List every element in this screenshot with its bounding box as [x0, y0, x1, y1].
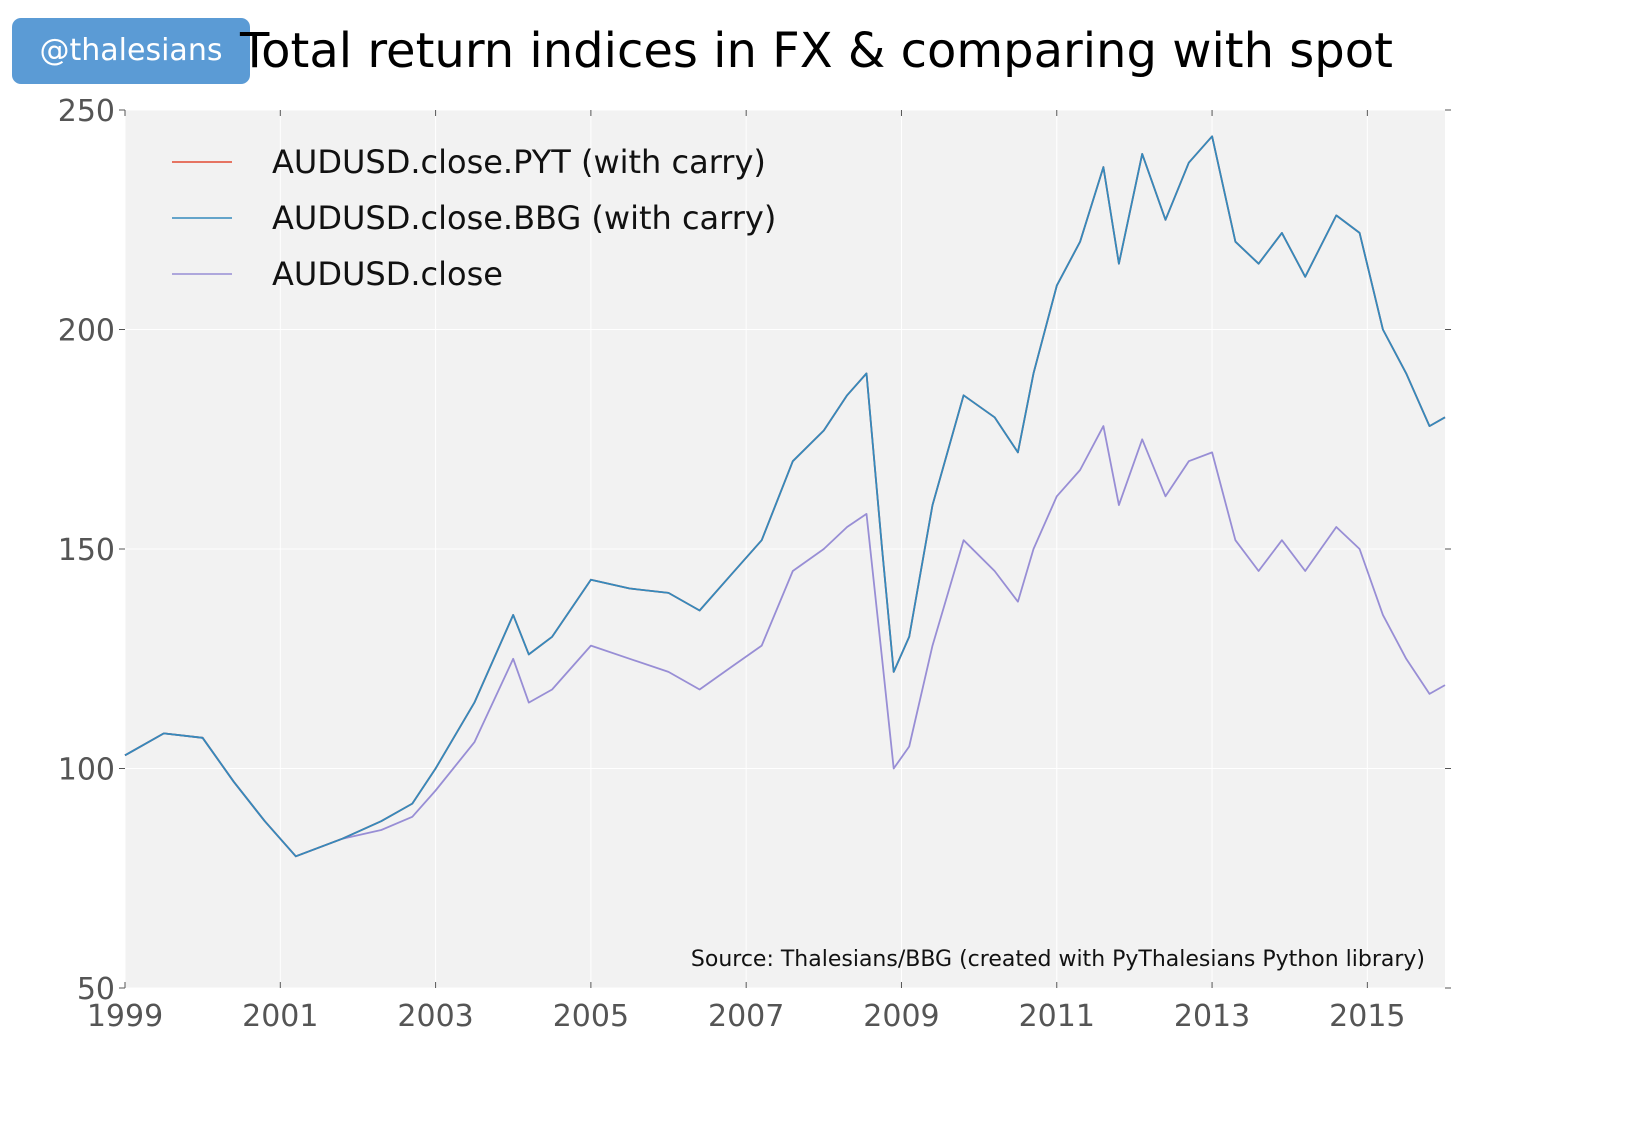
series-line-1	[124, 135, 1446, 858]
x-tick-label: 2005	[553, 999, 629, 1034]
x-tick-label: 2011	[1019, 999, 1095, 1034]
source-annotation: Source: Thalesians/BBG (created with PyT…	[691, 947, 1425, 972]
y-tick-label: 200	[58, 314, 115, 349]
x-tick-label: 2001	[242, 999, 318, 1034]
thalesians-badge: @thalesians	[12, 18, 250, 84]
legend-label-0: AUDUSD.close.PYT (with carry)	[272, 143, 766, 181]
series-line-2	[124, 425, 1446, 858]
legend-label-1: AUDUSD.close.BBG (with carry)	[272, 199, 776, 237]
chart-title: Total return indices in FX & comparing w…	[240, 23, 1393, 79]
x-tick-label: 1999	[87, 999, 163, 1034]
x-tick-label: 2003	[397, 999, 473, 1034]
y-tick-label: 250	[58, 94, 115, 129]
series-lines	[124, 135, 1446, 858]
legend-label-2: AUDUSD.close	[272, 255, 503, 293]
legend: AUDUSD.close.PYT (with carry) AUDUSD.clos…	[172, 143, 776, 293]
x-tick-label: 2015	[1329, 999, 1405, 1034]
y-tick-label: 100	[58, 753, 115, 788]
axes: 1999 2001 2003 2005 2007 2009 2011 2013 2015 50 10…	[58, 94, 1451, 1034]
y-tick-label: 50	[77, 972, 115, 1007]
y-tick-label: 150	[58, 533, 115, 568]
x-tick-label: 2007	[708, 999, 784, 1034]
x-tick-label: 2009	[863, 999, 939, 1034]
x-tick-label: 2013	[1174, 999, 1250, 1034]
